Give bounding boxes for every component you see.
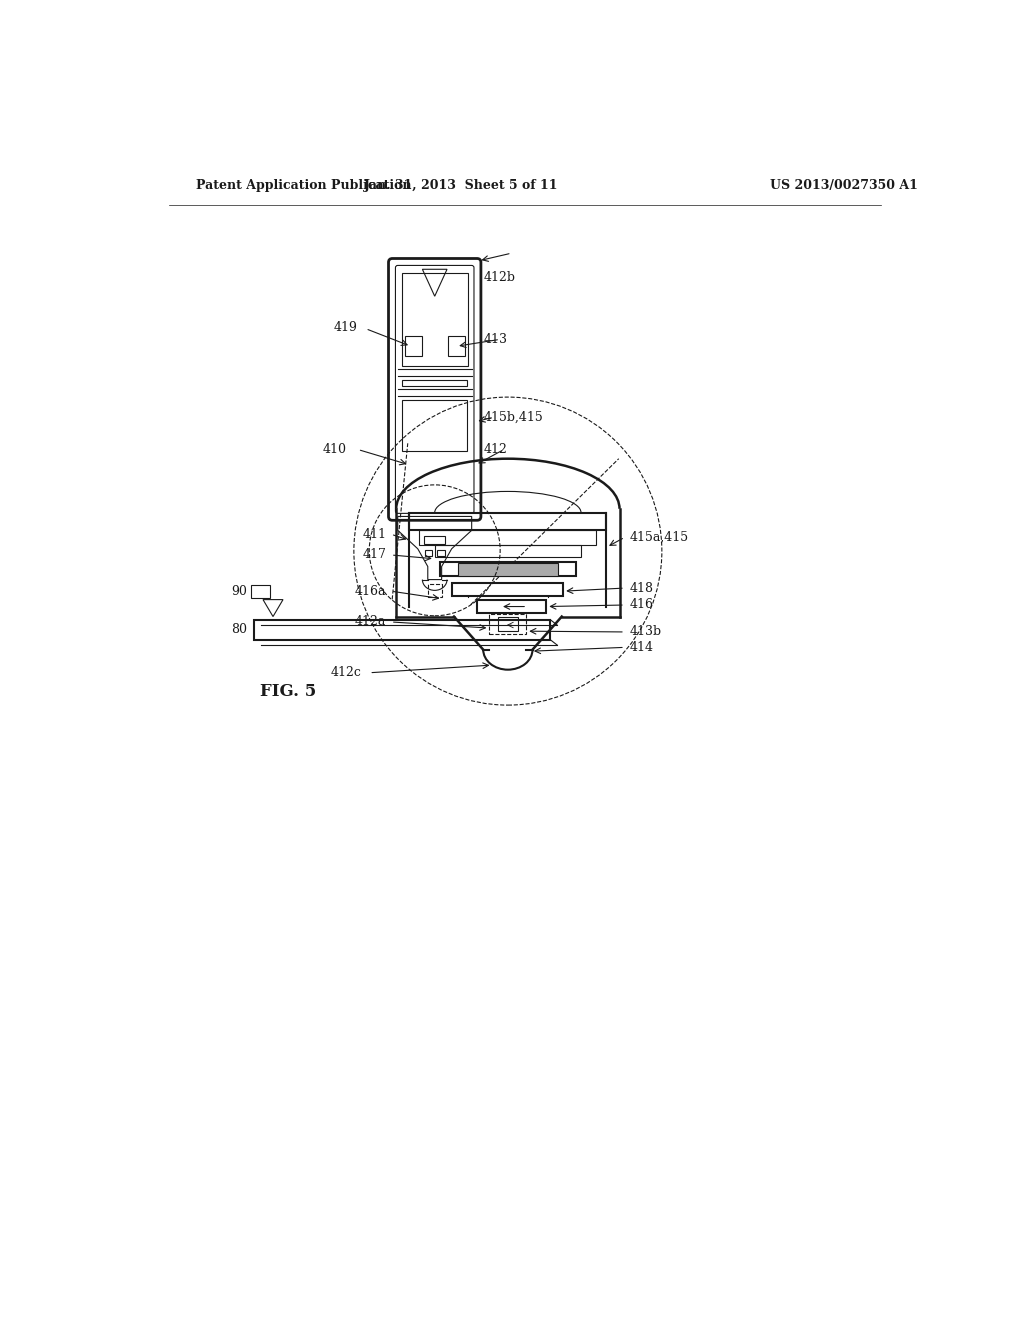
- Bar: [401, 273, 468, 366]
- Bar: [419, 529, 596, 545]
- Text: FIG. 5: FIG. 5: [260, 682, 316, 700]
- Text: 80: 80: [231, 623, 248, 636]
- Text: 412: 412: [483, 444, 507, 455]
- Bar: [437, 550, 444, 557]
- Bar: [453, 583, 563, 595]
- Text: 413b: 413b: [630, 626, 662, 639]
- Text: 416: 416: [630, 598, 653, 611]
- Bar: [498, 618, 518, 631]
- Text: 412c: 412c: [331, 667, 361, 680]
- Text: 418: 418: [630, 582, 653, 594]
- Bar: [425, 550, 432, 557]
- Bar: [447, 337, 465, 356]
- Bar: [254, 619, 550, 640]
- Text: 417: 417: [362, 548, 386, 561]
- Text: 415a,415: 415a,415: [630, 531, 689, 544]
- Text: 415b,415: 415b,415: [483, 411, 543, 424]
- Bar: [402, 400, 467, 451]
- Bar: [404, 337, 422, 356]
- Text: 414: 414: [630, 640, 653, 653]
- Bar: [435, 545, 581, 557]
- Text: 416a: 416a: [354, 585, 386, 598]
- Text: Patent Application Publication: Patent Application Publication: [196, 178, 412, 191]
- Bar: [477, 601, 547, 612]
- Text: Jan. 31, 2013  Sheet 5 of 11: Jan. 31, 2013 Sheet 5 of 11: [365, 178, 559, 191]
- Bar: [252, 585, 270, 598]
- Bar: [489, 614, 526, 635]
- Text: 410: 410: [323, 444, 346, 455]
- Bar: [424, 536, 445, 544]
- Text: 412a: 412a: [355, 615, 386, 628]
- Text: 90: 90: [231, 585, 248, 598]
- Text: 413: 413: [483, 333, 507, 346]
- Bar: [402, 380, 467, 385]
- Text: 411: 411: [362, 528, 386, 541]
- Bar: [458, 564, 558, 576]
- Bar: [440, 562, 575, 576]
- Text: 419: 419: [334, 321, 357, 334]
- Text: US 2013/0027350 A1: US 2013/0027350 A1: [770, 178, 918, 191]
- Bar: [410, 512, 606, 529]
- Text: 412b: 412b: [483, 271, 515, 284]
- Bar: [428, 585, 441, 597]
